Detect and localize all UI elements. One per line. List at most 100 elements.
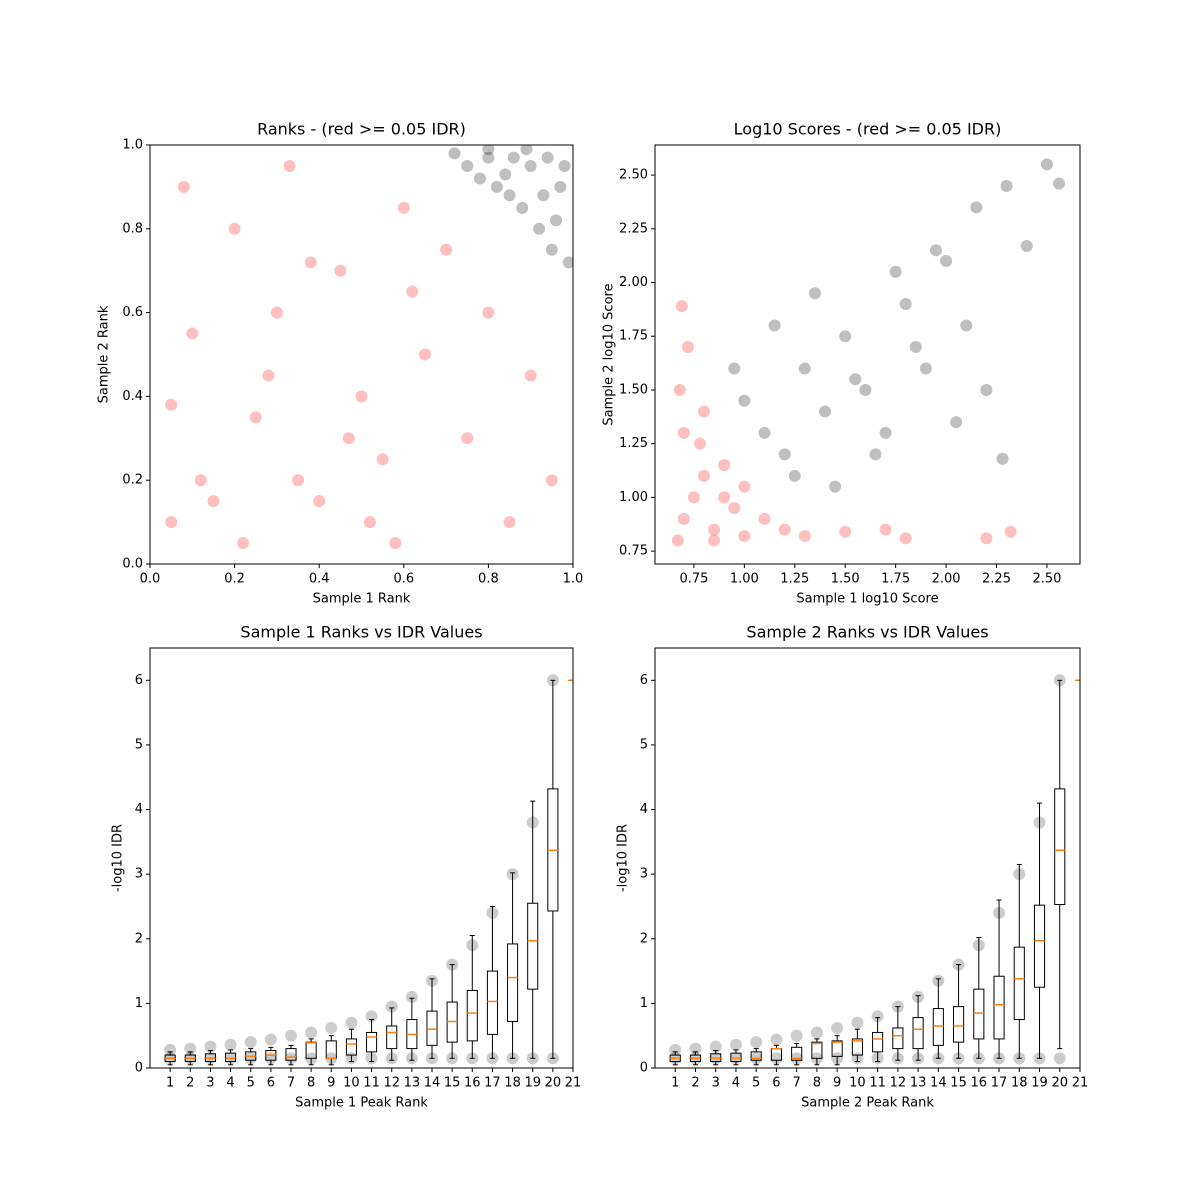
x-tick-label: 2.50: [1032, 572, 1061, 587]
x-axis-label: Sample 1 Peak Rank: [295, 1096, 428, 1111]
point: [889, 265, 902, 278]
x-tick-label: 5: [247, 1076, 255, 1091]
x-tick-label: 17: [991, 1076, 1008, 1091]
x-tick-label: 14: [930, 1076, 947, 1091]
point: [550, 214, 563, 227]
point: [270, 306, 283, 319]
point: [473, 172, 486, 185]
point: [482, 145, 495, 156]
x-tick-label: 2: [186, 1076, 194, 1091]
point: [482, 306, 495, 319]
box: [993, 975, 1005, 1040]
point: [490, 180, 503, 193]
x-tick-label: 21: [565, 1076, 582, 1091]
point: [879, 426, 892, 439]
point: [681, 340, 694, 353]
x-tick-label: 0.0: [140, 572, 161, 587]
point: [334, 264, 347, 277]
point: [879, 523, 892, 536]
marks: [671, 158, 1066, 547]
y-tick-label: 6: [640, 673, 648, 688]
y-tick-label: 1.50: [619, 382, 648, 397]
point: [365, 1010, 378, 1023]
y-tick-label: 1: [135, 996, 143, 1011]
box: [1013, 946, 1025, 1021]
x-tick-label: 17: [484, 1076, 501, 1091]
point: [851, 1016, 864, 1029]
point: [859, 383, 872, 396]
point: [385, 1000, 398, 1013]
y-tick-label: 5: [640, 737, 648, 752]
x-tick-label: 1.50: [831, 572, 860, 587]
point: [165, 516, 178, 529]
point: [831, 1021, 844, 1034]
point: [929, 244, 942, 257]
point: [305, 1026, 318, 1039]
x-tick-label: 1.0: [563, 572, 584, 587]
x-axis-label: Sample 1 log10 Score: [796, 592, 938, 607]
panel-title: Sample 2 Ranks vs IDR Values: [746, 623, 988, 642]
point: [461, 432, 474, 445]
point: [669, 1043, 682, 1056]
point: [673, 383, 686, 396]
point: [406, 285, 419, 298]
point: [677, 426, 690, 439]
point: [184, 1042, 197, 1055]
point: [1053, 177, 1066, 190]
axes-frame: [149, 647, 574, 1069]
box: [912, 1017, 924, 1050]
point: [819, 405, 832, 418]
point: [687, 491, 700, 504]
x-tick-label: 3: [206, 1076, 214, 1091]
x-tick-label: 13: [404, 1076, 421, 1091]
box: [791, 1046, 803, 1061]
point: [750, 1036, 763, 1049]
box: [366, 1031, 378, 1053]
box: [1033, 904, 1046, 988]
box: [973, 988, 985, 1040]
x-tick-label: 3: [712, 1076, 720, 1091]
point: [264, 1033, 277, 1046]
x-tick-label: 0.6: [393, 572, 414, 587]
box: [953, 1006, 965, 1043]
box: [486, 970, 498, 1035]
point: [829, 480, 842, 493]
x-tick-label: 12: [383, 1076, 400, 1091]
x-tick-label: 4: [226, 1076, 234, 1091]
point: [285, 1029, 297, 1042]
point: [738, 480, 751, 493]
x-tick-label: 6: [267, 1076, 275, 1091]
panel-title: Ranks - (red >= 0.05 IDR): [257, 120, 466, 139]
y-tick-label: 5: [135, 737, 143, 752]
point: [397, 201, 410, 214]
x-tick-label: 0.8: [478, 572, 499, 587]
axes-frame: [149, 144, 574, 565]
point: [899, 298, 912, 311]
x-tick-label: 12: [890, 1076, 907, 1091]
x-tick-label: 0.4: [309, 572, 330, 587]
point: [507, 151, 520, 164]
x-tick-label: 4: [732, 1076, 740, 1091]
point: [738, 394, 751, 407]
y-tick-label: 0: [135, 1061, 143, 1076]
point: [798, 362, 811, 375]
point: [768, 319, 781, 332]
point: [207, 495, 220, 508]
point: [839, 330, 852, 343]
box: [892, 1027, 904, 1050]
point: [709, 1040, 722, 1053]
point: [980, 532, 993, 545]
point: [960, 319, 973, 332]
point: [461, 159, 474, 172]
axes-frame: [654, 647, 1081, 1069]
y-tick-label: 1.0: [122, 138, 143, 153]
x-tick-label: 19: [1031, 1076, 1048, 1091]
x-tick-label: 1.00: [730, 572, 759, 587]
point: [204, 1040, 217, 1053]
point: [1040, 158, 1053, 171]
y-tick-label: 0.75: [619, 544, 648, 559]
point: [758, 426, 771, 439]
box: [1054, 788, 1066, 906]
box: [730, 1052, 742, 1063]
point: [698, 405, 711, 418]
